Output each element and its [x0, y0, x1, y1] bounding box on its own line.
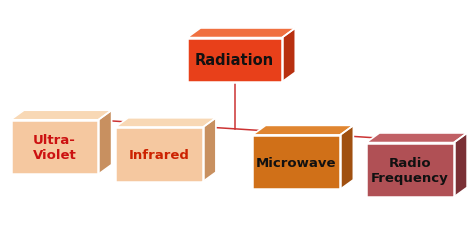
Polygon shape [454, 134, 467, 197]
Text: Ultra-
Violet: Ultra- Violet [33, 134, 76, 161]
Polygon shape [252, 126, 353, 136]
FancyBboxPatch shape [187, 38, 282, 83]
Text: Radiation: Radiation [195, 53, 274, 68]
FancyBboxPatch shape [252, 136, 340, 190]
Text: Infrared: Infrared [128, 148, 189, 162]
FancyBboxPatch shape [11, 120, 99, 174]
Polygon shape [282, 29, 295, 83]
FancyBboxPatch shape [115, 128, 202, 182]
Polygon shape [340, 126, 353, 190]
Text: Radio
Frequency: Radio Frequency [371, 156, 449, 184]
Text: Microwave: Microwave [256, 156, 337, 169]
Polygon shape [115, 118, 216, 128]
FancyBboxPatch shape [366, 143, 454, 197]
Polygon shape [99, 111, 112, 174]
Polygon shape [187, 29, 295, 38]
Polygon shape [366, 134, 467, 143]
Polygon shape [202, 118, 216, 182]
Polygon shape [11, 111, 112, 120]
